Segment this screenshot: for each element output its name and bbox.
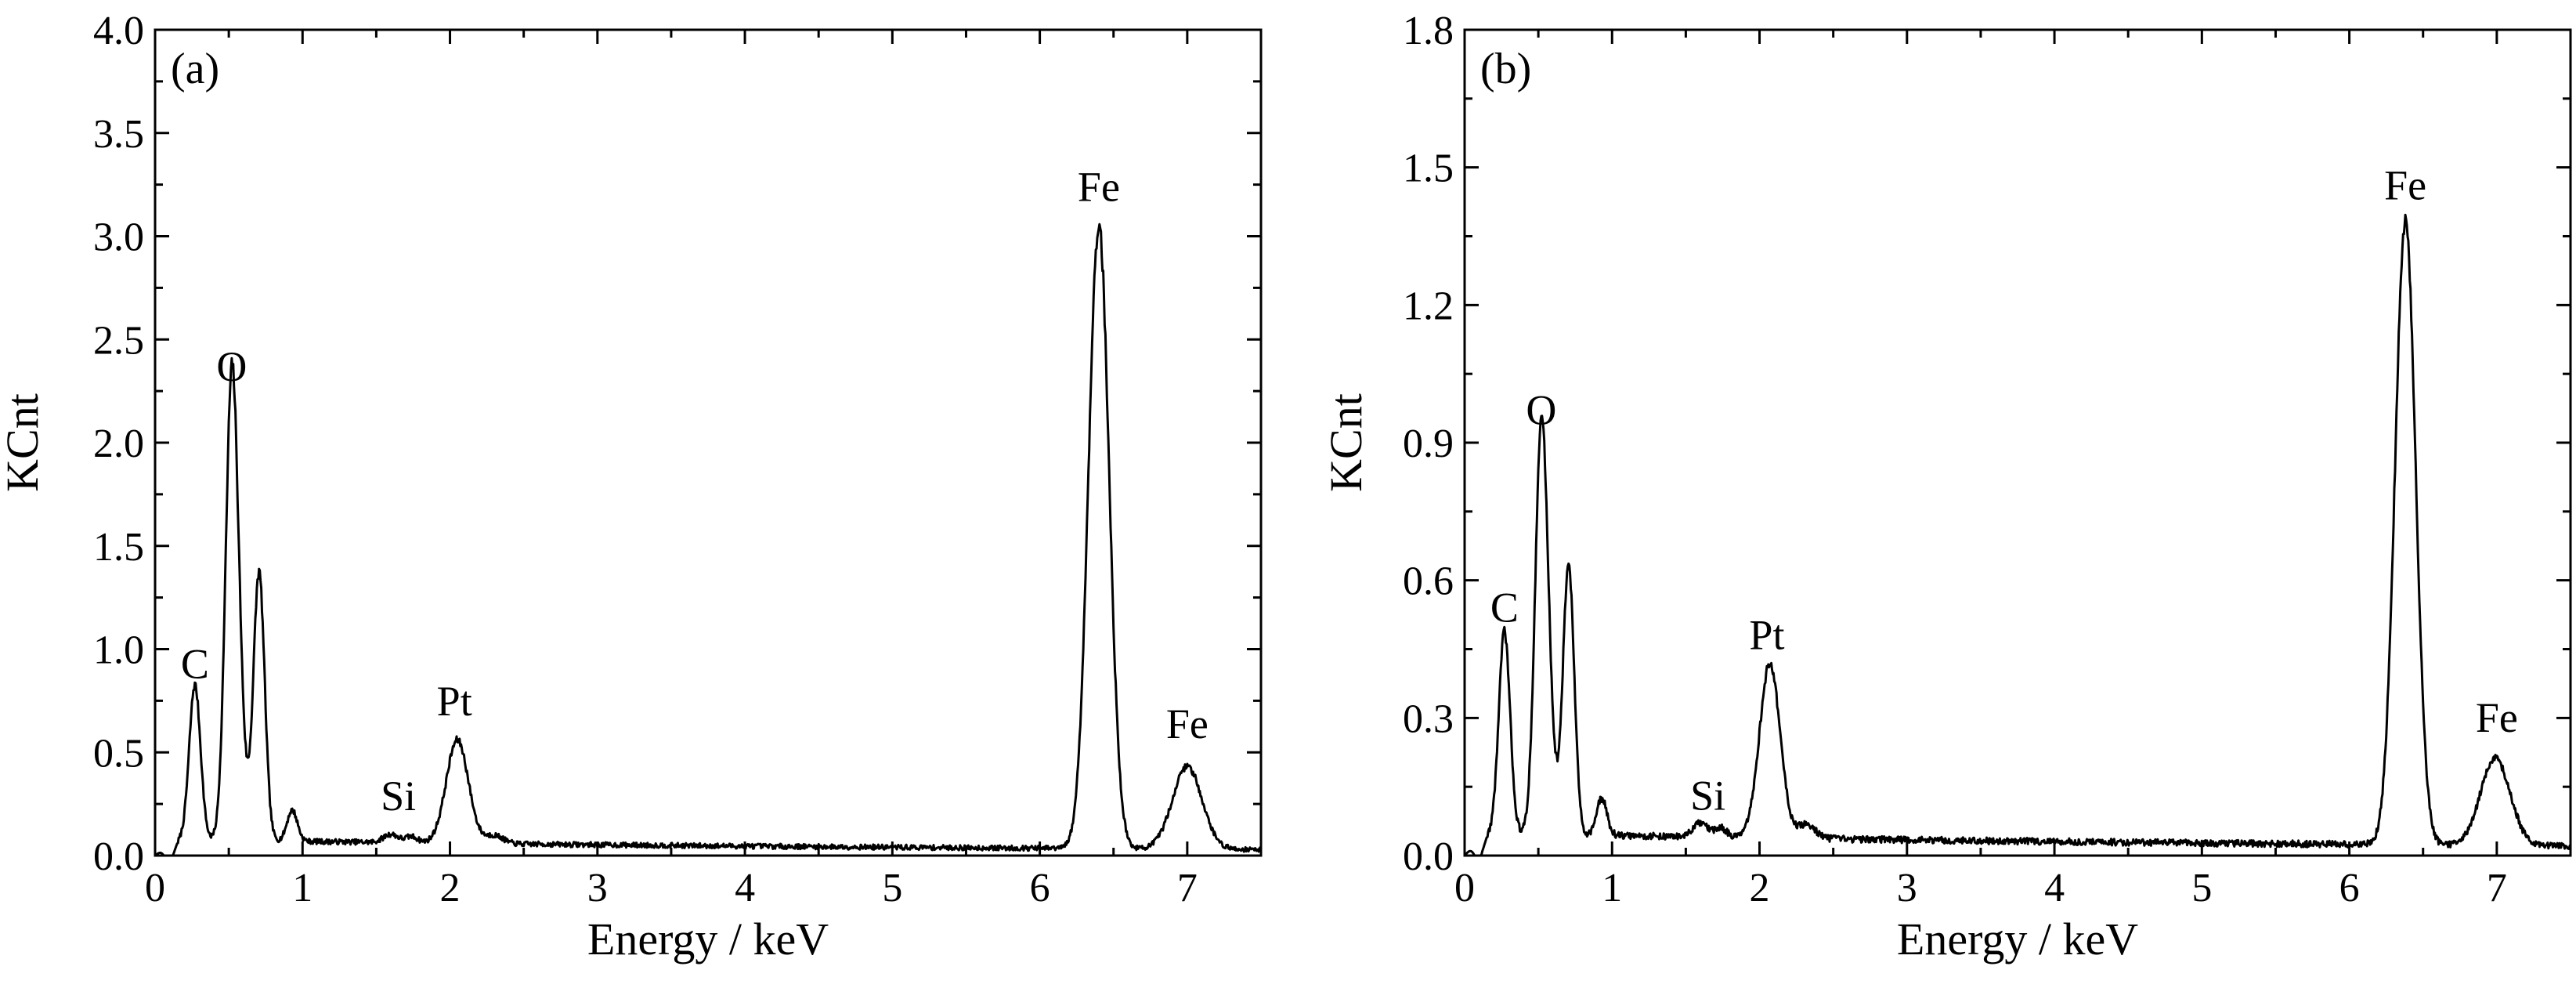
x-tick-label: 0 (1454, 866, 1475, 910)
y-tick-label: 0.3 (1403, 697, 1454, 741)
x-tick-label: 0 (145, 866, 165, 910)
y-tick-label: 1.8 (1403, 9, 1454, 53)
x-tick-label: 3 (587, 866, 608, 910)
y-tick-label: 1.2 (1403, 284, 1454, 328)
x-tick-label: 2 (440, 866, 461, 910)
peak-label: Fe (2384, 162, 2426, 209)
panel-b: 0 1 2 3 4 5 6 7 0.0 0.3 0.6 0.9 1.2 1.5 1.8 Energy / ke… (1321, 9, 2572, 964)
y-tick-label: 0.6 (1403, 559, 1454, 604)
x-tick-label: 7 (1177, 866, 1198, 910)
peak-label: Fe (1166, 700, 1209, 747)
y-tick-label: 1.5 (93, 525, 144, 570)
x-tick-label: 6 (1030, 866, 1050, 910)
x-axis-label: Energy / keV (1897, 914, 2138, 964)
y-tick-label: 2.0 (93, 422, 144, 466)
y-tick-label: 1.0 (93, 628, 144, 673)
x-tick-label: 1 (292, 866, 313, 910)
peak-label: C (1490, 584, 1519, 631)
x-tick-label: 7 (2487, 866, 2507, 910)
peak-label: O (1526, 387, 1556, 434)
x-tick-label: 1 (1602, 866, 1622, 910)
panel-a: 0 1 2 3 4 5 6 7 0.0 0.5 1.0 1.5 2.0 2.5 3.0 3.5 4.0 Energ… (0, 9, 1263, 964)
y-tick-label: 1.5 (1403, 147, 1454, 191)
x-tick-label: 4 (2044, 866, 2065, 910)
plot-frame (154, 28, 1263, 857)
peak-label: Pt (1749, 612, 1784, 659)
peak-label: O (216, 343, 247, 390)
x-tick-label: 5 (882, 866, 902, 910)
panel-label: (b) (1480, 45, 1531, 93)
spectrum-line (154, 223, 1263, 857)
x-tick-label: 2 (1750, 866, 1770, 910)
peak-label: Si (1690, 772, 1725, 819)
x-tick-label: 3 (1897, 866, 1917, 910)
y-axis-label: KCnt (1321, 393, 1371, 492)
peak-label: C (181, 640, 209, 687)
y-tick-label: 3.5 (93, 112, 144, 157)
y-tick-label: 2.5 (93, 318, 144, 363)
x-tick-label: 4 (735, 866, 755, 910)
peak-label: Pt (437, 678, 472, 725)
x-tick-label: 6 (2339, 866, 2360, 910)
plot-frame (1463, 28, 2572, 857)
y-tick-label: 0.9 (1403, 422, 1454, 466)
y-tick-label: 0.0 (93, 834, 144, 879)
y-axis-label: KCnt (0, 393, 48, 492)
panel-label: (a) (171, 45, 219, 93)
y-tick-label: 0.0 (1403, 834, 1454, 879)
x-tick-label: 5 (2191, 866, 2212, 910)
peak-label: Fe (1078, 164, 1120, 211)
y-tick-label: 3.0 (93, 215, 144, 260)
spectrum-line (1463, 213, 2572, 857)
peak-label: Fe (2476, 694, 2518, 741)
y-tick-label: 0.5 (93, 731, 144, 776)
peak-label: Si (381, 773, 416, 820)
y-tick-label: 4.0 (93, 9, 144, 53)
x-axis-label: Energy / keV (587, 914, 829, 964)
